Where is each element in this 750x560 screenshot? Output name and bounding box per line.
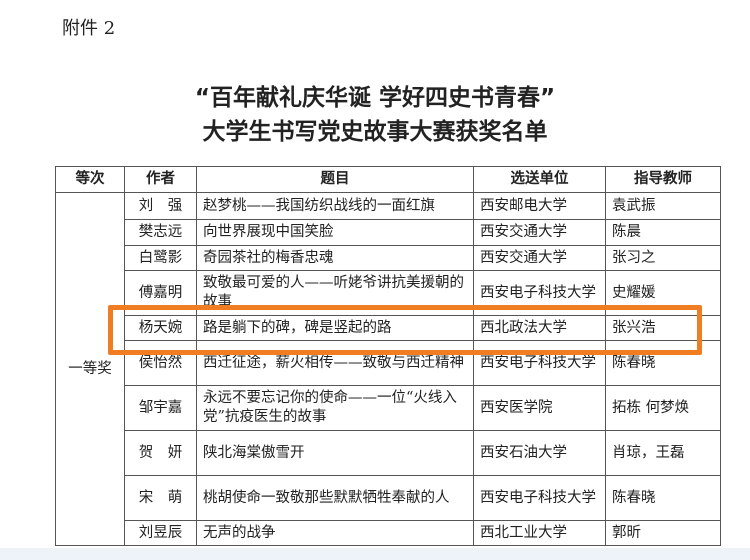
- teacher-cell: 肖琼，王磊: [605, 430, 721, 476]
- table-row: 一等奖刘 强赵梦桃——我国纺织战线的一面红旗 西安邮电大学 袁武振: [55, 192, 721, 546]
- teacher-cell: 拓栋 何梦焕: [605, 385, 721, 431]
- title-cell: 陕北海棠傲雪开: [196, 430, 474, 476]
- unit-cell: 西安电子科技大学: [473, 340, 606, 386]
- title-cell: 西迁征途，薪火相传——致敬与西迁精神: [196, 340, 474, 386]
- title-cell: 向世界展现中国笑脸: [196, 219, 474, 246]
- author-cell: 白鹭影: [124, 245, 197, 271]
- title-cell: 桃胡使命一致敬那些默默牺牲奉献的人: [196, 475, 474, 521]
- teacher-cell: 陈晨: [605, 219, 721, 246]
- unit-cell: 西安医学院: [473, 385, 606, 431]
- table-row: 樊志远 向世界展现中国笑脸 西安交通大学 陈晨: [56, 219, 721, 246]
- teacher-cell: 陈春晓: [605, 475, 721, 521]
- highlight-box: [108, 305, 702, 355]
- table-row: 侯怡然 西迁征途，薪火相传——致敬与西迁精神 西安电子科技大学 陈春晓: [56, 340, 721, 386]
- author-cell: 邹宇嘉: [124, 385, 197, 431]
- author-cell: 刘昱辰: [124, 520, 197, 546]
- unit-cell: 西安交通大学: [473, 219, 606, 246]
- table-row: 邹宇嘉 永远不要忘记你的使命——一位“火线入党”抗疫医生的故事 西安医学院 拓栋 何梦…: [56, 385, 721, 431]
- unit-cell: 西安电子科技大学: [473, 475, 606, 521]
- table-row: 白鹭影 奇园茶社的梅香忠魂 西安交通大学 张习之: [56, 245, 721, 271]
- unit-cell: 西安邮电大学: [473, 192, 606, 220]
- table-row: 贺 妍陕北海棠傲雪开 西安石油大学 肖琼，王磊: [56, 430, 721, 476]
- header-teacher: 指导教师: [605, 166, 721, 193]
- awards-table: 等次 作者 题目 选送单位 指导教师 一等奖刘 强赵梦桃——我国纺织战线的一面红…: [55, 166, 721, 546]
- teacher-cell: 张习之: [605, 245, 721, 271]
- table-row: 宋 萌桃胡使命一致敬那些默默牺牲奉献的人 西安电子科技大学 陈春晓: [56, 475, 721, 521]
- title-cell: 无声的战争: [196, 520, 474, 546]
- title-line-1: “百年献礼庆华诞 学好四史书青春”: [194, 85, 556, 111]
- unit-cell: 西北政法大学: [473, 315, 606, 341]
- header-unit: 选送单位: [473, 166, 606, 193]
- header-title: 题目: [196, 166, 474, 193]
- unit-cell: 西安石油大学: [473, 430, 606, 476]
- table-header: 等次 作者 题目 选送单位 指导教师: [55, 166, 721, 193]
- title-cell: 奇园茶社的梅香忠魂: [196, 245, 474, 271]
- table-row: 杨天婉 路是躺下的碑，碑是竖起的路 西北政法大学 张兴浩: [56, 315, 721, 341]
- teacher-cell: 袁武振: [605, 192, 721, 220]
- header-author: 作者: [124, 166, 197, 193]
- attachment-label: 附件 2: [62, 18, 116, 39]
- rank-cell: 一等奖: [55, 192, 125, 546]
- title-line-2: 大学生书写党史故事大赛获奖名单: [202, 119, 548, 145]
- header-rank: 等次: [55, 166, 125, 193]
- unit-cell: 西北工业大学: [473, 520, 606, 546]
- unit-cell: 西安交通大学: [473, 245, 606, 271]
- author-cell: 樊志远: [124, 219, 197, 246]
- table-row: 刘昱辰 无声的战争 西北工业大学 郭昕: [56, 520, 721, 546]
- bottom-strip: [0, 548, 750, 560]
- title-cell: 赵梦桃——我国纺织战线的一面红旗: [196, 192, 474, 220]
- title-cell: 永远不要忘记你的使命——一位“火线入党”抗疫医生的故事: [196, 385, 474, 431]
- author-cell: 贺 妍: [124, 430, 197, 476]
- author-cell: 宋 萌: [124, 475, 197, 521]
- author-cell: 刘 强: [124, 192, 197, 220]
- teacher-cell: 郭昕: [605, 520, 721, 546]
